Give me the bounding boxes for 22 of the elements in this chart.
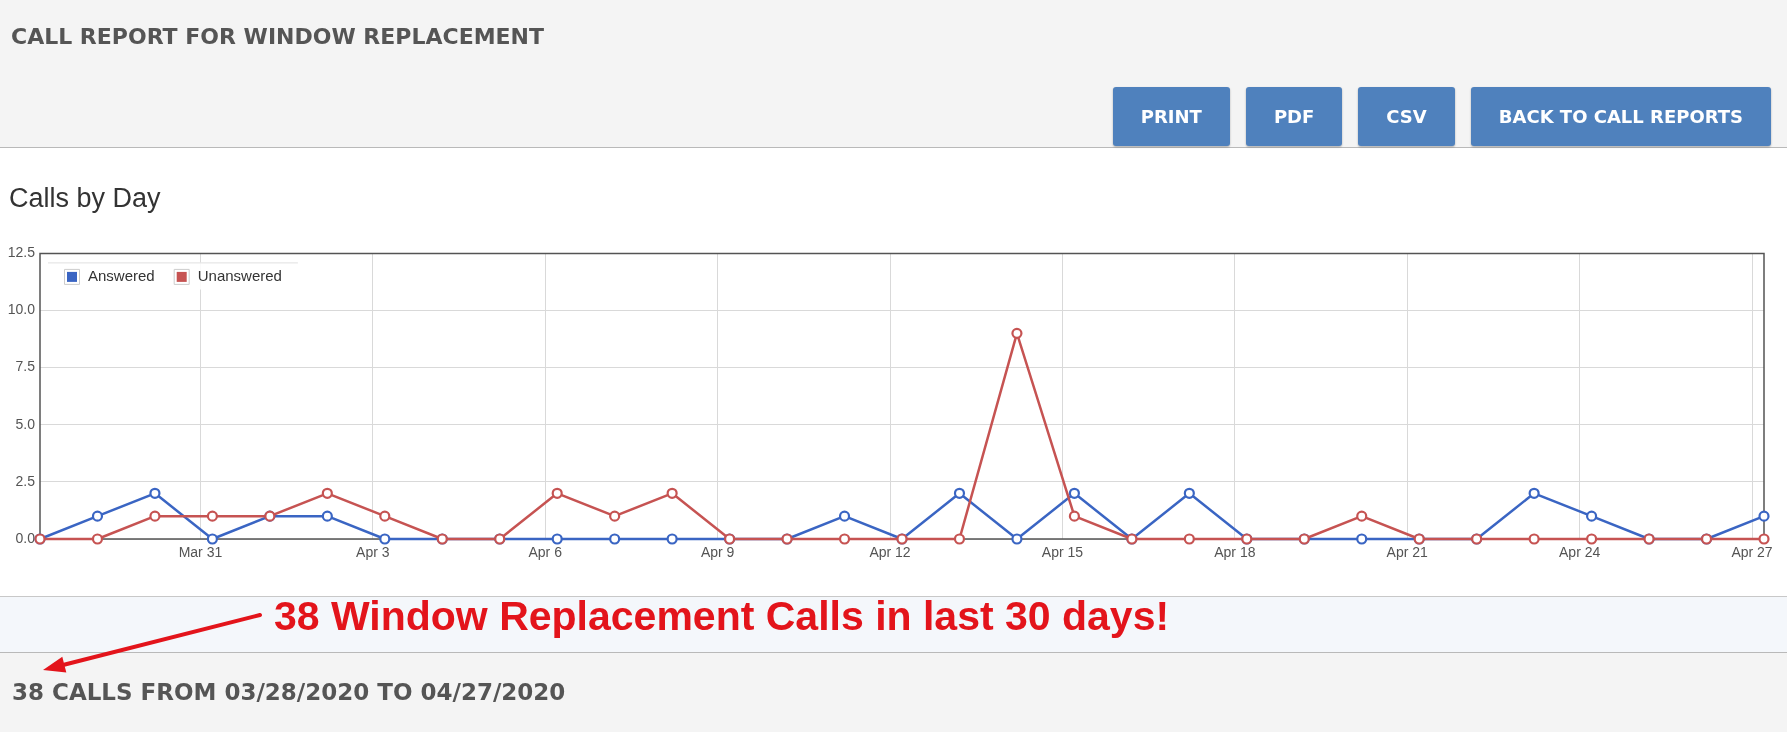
- y-tick-label: 0.0: [15, 529, 36, 546]
- x-tick-label: Apr 15: [1041, 544, 1084, 561]
- x-tick-label: Apr 24: [1559, 544, 1601, 561]
- x-tick-label: Apr 21: [1386, 544, 1429, 561]
- y-tick-label: 2.5: [15, 472, 36, 489]
- x-tick-label: Mar 31: [178, 544, 223, 561]
- legend-label: Answered: [88, 267, 155, 285]
- x-tick-label: Apr 18: [1214, 544, 1256, 561]
- x-tick-label: Apr 27: [1731, 544, 1773, 561]
- x-tick-label: Apr 3: [356, 544, 390, 561]
- chart-title: CALL REPORT FOR WINDOW REPLACEMENT: [11, 24, 545, 49]
- y-tick-label: 5.0: [15, 415, 36, 432]
- chart-subtitle: Calls by Day: [9, 183, 161, 214]
- x-tick-label: Apr 6: [528, 544, 563, 561]
- legend-label: Unanswered: [197, 267, 282, 285]
- text: 38 CALLS FROM 03/28/2020 TO 04/27/2020: [12, 679, 566, 705]
- x-tick-label: Apr 12: [869, 544, 911, 561]
- y-tick-label: 12.5: [7, 244, 36, 261]
- text: 38 Window Replacement Calls in last 30 days!: [274, 593, 1170, 640]
- y-tick-label: 10.0: [7, 301, 36, 318]
- y-tick-label: 7.5: [15, 358, 36, 375]
- x-tick-label: Apr 9: [700, 544, 735, 561]
